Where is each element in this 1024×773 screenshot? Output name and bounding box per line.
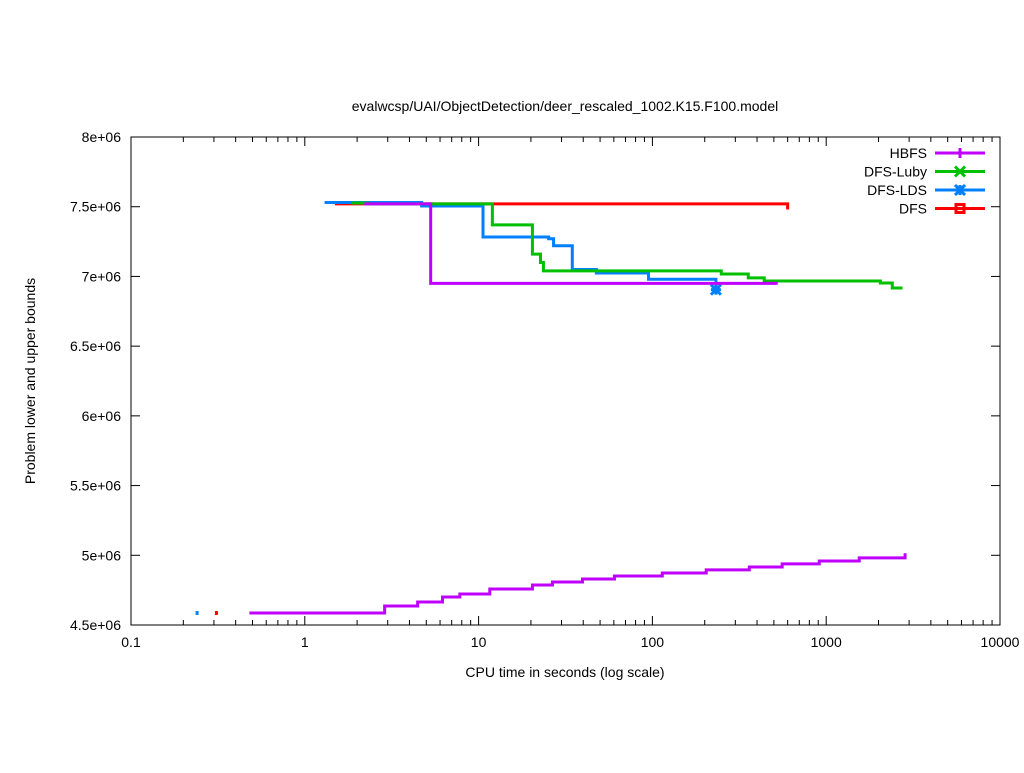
y-tick-label: 5e+06 xyxy=(82,547,122,563)
y-axis-label: Problem lower and upper bounds xyxy=(22,278,38,484)
y-tick-label: 5.5e+06 xyxy=(70,478,121,494)
series-dfs-lds-upper-bound xyxy=(324,201,718,287)
legend-marker-dfs-lds xyxy=(953,183,967,197)
plot-area xyxy=(195,201,907,616)
legend-marker-dfs-box xyxy=(954,203,966,214)
legend-label-dfs-lds: DFS-LDS xyxy=(867,182,927,198)
x-tick-label: 0.1 xyxy=(121,634,141,650)
y-tick-label: 8e+06 xyxy=(82,129,122,145)
x-tick-label: 1 xyxy=(301,634,309,650)
chart-title: evalwcsp/UAI/ObjectDetection/deer_rescal… xyxy=(352,98,778,114)
y-tick-label: 4.5e+06 xyxy=(70,617,121,633)
legend-label-hbfs: HBFS xyxy=(890,145,927,161)
legend-marker-dfs-luby xyxy=(953,165,967,178)
legend-marker-dfs-luby-stroke xyxy=(953,165,967,178)
plot-frame xyxy=(130,136,1001,626)
legend-marker-dfs xyxy=(954,203,966,214)
series-hbfs-upper-bound xyxy=(364,202,778,285)
legend: HBFS DFS-Luby DFS-LDS DFS xyxy=(864,145,985,217)
series-hbfs-lower-bound xyxy=(249,553,907,615)
series-dfs-luby-upper-bound xyxy=(351,201,903,290)
x-axis-label: CPU time in seconds (log scale) xyxy=(465,664,664,680)
y-tick-label: 6.5e+06 xyxy=(70,338,121,354)
y-tick-label: 7.5e+06 xyxy=(70,199,121,215)
legend-marker-hbfs xyxy=(955,148,965,158)
series-dfs-lds-marker xyxy=(709,283,722,296)
series-dfs-lds-marker-stroke xyxy=(709,283,722,296)
y-tick-label: 6e+06 xyxy=(82,408,122,424)
axes: 0.1 1 10 100 1000 10000 4.5e+06 5e+06 5.5e+06 6e+… xyxy=(70,129,1020,650)
x-tick-label: 1000 xyxy=(811,634,842,650)
x-tick-label: 10000 xyxy=(981,634,1020,650)
legend-label-dfs: DFS xyxy=(899,201,927,217)
x-tick-label: 100 xyxy=(641,634,665,650)
x-tick-label: 10 xyxy=(471,634,487,650)
legend-label-dfs-luby: DFS-Luby xyxy=(864,164,927,180)
series-dfs-lds-lower-point xyxy=(195,611,199,616)
legend-marker-dfs-lds-stroke xyxy=(953,183,967,197)
series-dfs-lower-point xyxy=(214,611,218,616)
y-tick-label: 7e+06 xyxy=(82,268,122,284)
